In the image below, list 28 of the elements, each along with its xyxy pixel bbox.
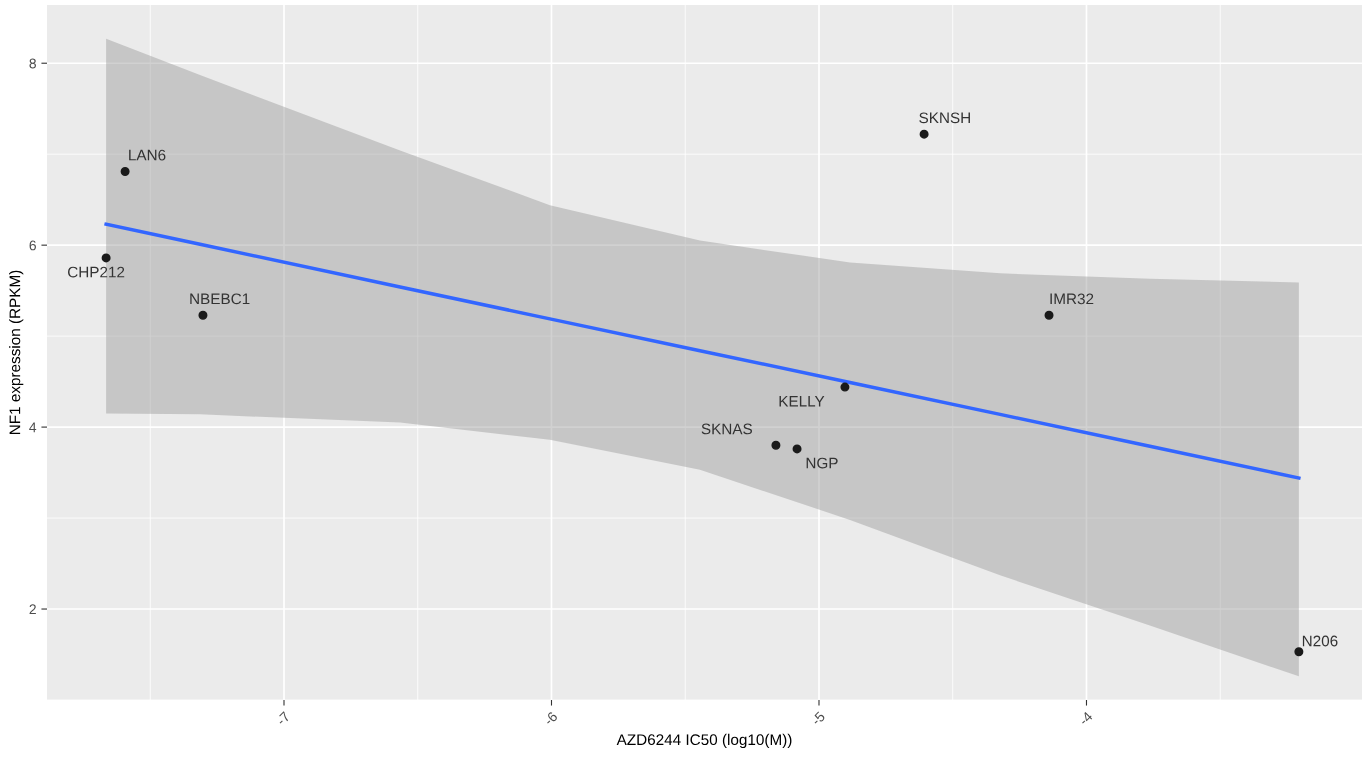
annotation: KELLY [779, 396, 825, 407]
point [792, 444, 802, 454]
annotation: N206 [1302, 635, 1338, 647]
point [198, 310, 208, 320]
annotation: NBEBC1 [190, 293, 250, 305]
y-tick-label: 8 [29, 58, 36, 69]
y-tick-label: 2 [29, 604, 36, 615]
x-tick-label: -7 [275, 711, 291, 726]
point [120, 166, 130, 176]
annotation: NGP [806, 457, 838, 469]
annotation: LAN6 [129, 149, 166, 161]
point [771, 440, 781, 450]
y-axis-title: NF1 expression (RPKM) [9, 270, 24, 435]
annotation: SKNAS [701, 423, 753, 435]
annotation: CHP212 [68, 266, 125, 278]
x-tick-label: -5 [810, 711, 826, 726]
point [1294, 647, 1304, 657]
x-tick-label: -6 [543, 711, 559, 726]
point [919, 129, 929, 139]
y-tick-label: 6 [29, 240, 36, 251]
point [101, 253, 111, 263]
y-tick-label: 4 [29, 422, 37, 433]
point [840, 382, 850, 392]
annotation: IMR32 [1050, 293, 1094, 305]
x-axis-title: AZD6244 IC50 (log10(M)) [616, 733, 792, 749]
annotation: SKNSH [919, 112, 970, 124]
point [1044, 310, 1054, 320]
x-tick-label: -4 [1078, 711, 1094, 726]
